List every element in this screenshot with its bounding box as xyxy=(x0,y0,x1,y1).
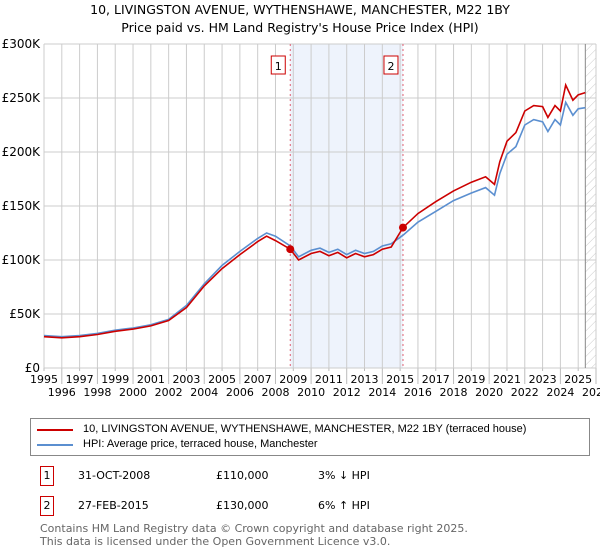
y-tick-label: £0 xyxy=(25,361,40,375)
sale-label-box xyxy=(383,55,399,75)
transaction-marker: 2 xyxy=(40,496,54,516)
x-tick-label: 2025 xyxy=(564,373,592,386)
x-tick-label: 2018 xyxy=(440,386,468,399)
x-tick-label: 2002 xyxy=(155,386,183,399)
sale-label: 1 xyxy=(275,60,282,73)
y-tick-label: £150K xyxy=(2,199,42,213)
x-tick-label: 1996 xyxy=(48,386,76,399)
x-tick-label: 2023 xyxy=(529,373,557,386)
x-tick-label: 2001 xyxy=(137,373,165,386)
chart-subtitle: Price paid vs. HM Land Registry's House … xyxy=(121,20,479,35)
x-tick-label: 2013 xyxy=(351,373,379,386)
sale-point xyxy=(398,223,407,232)
x-tick-label: 2009 xyxy=(279,373,307,386)
x-tick-label: 2007 xyxy=(244,373,272,386)
legend-property-label: 10, LIVINGSTON AVENUE, WYTHENSHAWE, MANC… xyxy=(83,423,527,435)
legend: 10, LIVINGSTON AVENUE, WYTHENSHAWE, MANC… xyxy=(30,418,590,456)
legend-red-line xyxy=(37,429,73,431)
x-tick-label: 2017 xyxy=(422,373,450,386)
bottom-panel: 10, LIVINGSTON AVENUE, WYTHENSHAWE, MANC… xyxy=(30,418,590,548)
transaction-row: 2 27-FEB-2015 £130,000 6% ↑ HPI xyxy=(30,496,590,516)
transaction-price: £130,000 xyxy=(216,499,269,512)
x-tick-label: 2008 xyxy=(261,386,289,399)
x-tick-label: 2026 xyxy=(582,386,600,399)
x-tick-label: 2011 xyxy=(315,373,343,386)
transaction-date: 31-OCT-2008 xyxy=(78,469,151,482)
transaction-price: £110,000 xyxy=(216,469,269,482)
x-tick-label: 1997 xyxy=(66,373,94,386)
chart-title: 10, LIVINGSTON AVENUE, WYTHENSHAWE, MANC… xyxy=(90,2,510,17)
x-tick-label: 2016 xyxy=(404,386,432,399)
x-tick-label: 2004 xyxy=(190,386,218,399)
x-tick-label: 2006 xyxy=(226,386,254,399)
legend-blue-line xyxy=(37,444,73,446)
footer-copyright: Contains HM Land Registry data © Crown c… xyxy=(40,522,468,535)
y-tick-label: £250K xyxy=(2,91,42,105)
x-tick-label: 2022 xyxy=(511,386,539,399)
x-tick-label: 2005 xyxy=(208,373,236,386)
x-tick-label: 2000 xyxy=(119,386,147,399)
x-tick-label: 1999 xyxy=(101,373,129,386)
y-tick-label: £50K xyxy=(9,307,41,321)
transaction-marker: 1 xyxy=(40,466,54,486)
transaction-date: 27-FEB-2015 xyxy=(78,499,149,512)
y-tick-label: £200K xyxy=(2,145,42,159)
x-tick-label: 1995 xyxy=(30,373,58,386)
x-tick-label: 2019 xyxy=(457,373,485,386)
transaction-hpi-delta: 3% ↓ HPI xyxy=(318,469,370,482)
footer-licence: This data is licensed under the Open Gov… xyxy=(40,535,391,548)
x-tick-label: 2024 xyxy=(546,386,574,399)
x-tick-label: 2021 xyxy=(493,373,521,386)
legend-hpi-label: HPI: Average price, terraced house, Manc… xyxy=(83,438,318,450)
y-tick-label: £300K xyxy=(2,37,42,51)
price-chart: 1995199619971998199920002001200220032004… xyxy=(2,37,600,399)
hpi-line xyxy=(43,100,586,338)
sale-label: 2 xyxy=(387,60,394,73)
transaction-hpi-delta: 6% ↑ HPI xyxy=(318,499,370,512)
x-tick-label: 2012 xyxy=(333,386,361,399)
transaction-row: 1 31-OCT-2008 £110,000 3% ↓ HPI xyxy=(30,466,590,486)
sale-label-box xyxy=(270,55,286,75)
x-tick-label: 1998 xyxy=(83,386,111,399)
property-price-line xyxy=(43,82,586,339)
x-tick-label: 2003 xyxy=(172,373,200,386)
y-tick-label: £100K xyxy=(2,253,42,267)
x-tick-label: 2020 xyxy=(475,386,503,399)
x-tick-label: 2010 xyxy=(297,386,325,399)
sale-point xyxy=(286,245,295,254)
x-tick-label: 2014 xyxy=(368,386,396,399)
x-tick-label: 2015 xyxy=(386,373,414,386)
